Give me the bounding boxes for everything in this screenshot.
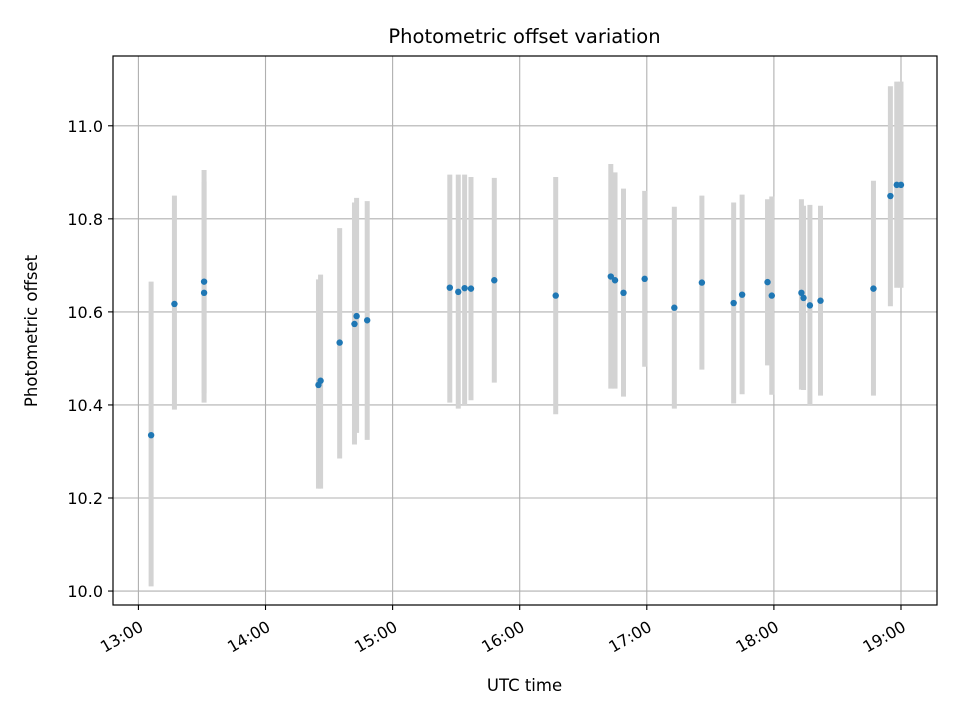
data-point (817, 297, 824, 304)
data-point (467, 285, 475, 292)
data-point (336, 339, 343, 346)
data-point (800, 294, 807, 302)
y-tick-label: 10.4 (67, 396, 103, 415)
data-points (147, 181, 905, 439)
data-point (738, 291, 746, 298)
data-point (897, 181, 905, 189)
data-point (455, 288, 462, 296)
data-point (806, 302, 814, 309)
data-point (768, 292, 775, 299)
data-point (641, 275, 648, 283)
data-point (611, 277, 619, 284)
data-point (491, 277, 498, 284)
data-point (798, 289, 805, 297)
y-tick-label: 10.6 (67, 303, 103, 322)
chart-title: Photometric offset variation (388, 25, 660, 48)
data-point (698, 279, 706, 286)
data-point (607, 273, 614, 280)
plot-area-frame (112, 55, 938, 606)
data-point (351, 320, 358, 328)
data-point (887, 192, 894, 200)
data-point (552, 292, 559, 299)
data-point (671, 304, 678, 311)
data-point (363, 317, 371, 324)
data-point (200, 278, 208, 285)
y-tick-label: 10.2 (67, 489, 103, 508)
data-point (171, 300, 178, 308)
data-point (461, 284, 468, 292)
data-point (870, 285, 877, 292)
data-point (764, 278, 771, 286)
data-point (730, 299, 737, 307)
axis-ticks (108, 125, 902, 610)
y-axis-title: Photometric offset (22, 254, 41, 407)
data-point (446, 284, 454, 291)
y-tick-label: 10.8 (67, 210, 103, 229)
y-tick-label: 10.0 (67, 582, 103, 601)
data-point (317, 377, 324, 384)
x-axis-title: UTC time (487, 676, 562, 695)
y-tick-label: 11.0 (67, 117, 103, 136)
data-point (353, 312, 360, 320)
data-point (147, 431, 155, 439)
data-point (200, 289, 208, 297)
data-point (620, 289, 627, 297)
